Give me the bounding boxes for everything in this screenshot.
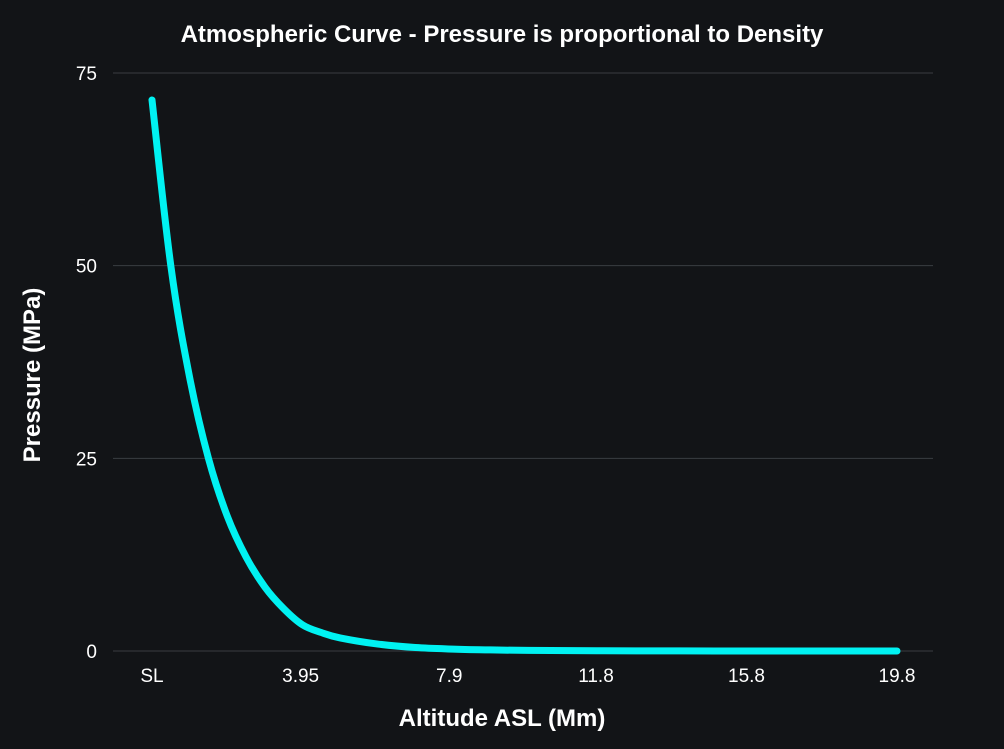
x-tick-label: 11.8 [578,666,614,687]
series-line [148,96,901,655]
y-axis-title: Pressure (MPa) [19,288,46,463]
y-tick-label: 0 [86,642,97,663]
grid-lines [113,72,933,652]
x-tick-label: 19.8 [879,666,916,687]
x-axis-title: Altitude ASL (Mm) [399,705,606,732]
x-tick-label: 7.9 [436,666,462,687]
y-axis-ticks: 0 25 50 75 [76,64,97,663]
x-axis-ticks: SL 3.95 7.9 11.8 15.8 19.8 [140,666,915,687]
x-tick-label: SL [140,666,163,687]
series-layer [148,96,901,655]
y-tick-label: 50 [76,257,97,278]
chart-title: Atmospheric Curve - Pressure is proporti… [181,21,824,48]
x-tick-label: 3.95 [282,666,319,687]
y-tick-label: 25 [76,449,97,470]
y-tick-label: 75 [76,64,97,85]
x-tick-label: 15.8 [728,666,765,687]
